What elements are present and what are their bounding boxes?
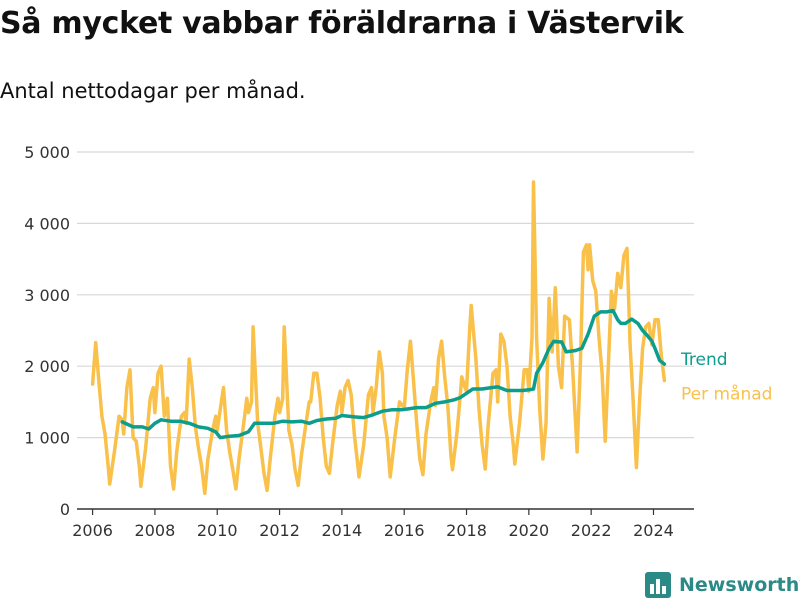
- series-line-trend: [120, 308, 667, 440]
- x-tick-label: 2018: [446, 521, 487, 540]
- y-tick-label: 3 000: [24, 286, 70, 305]
- y-tick-label: 4 000: [24, 214, 70, 233]
- subtitle: Antal nettodagar per månad.: [0, 79, 306, 103]
- legend-label-trend: Trend: [680, 350, 728, 370]
- x-tick-label: 2024: [633, 521, 674, 540]
- x-tick-label: 2012: [259, 521, 300, 540]
- x-tick-label: 2008: [135, 521, 176, 540]
- x-ticks: [91, 509, 655, 515]
- brand-logo: Newsworthy: [645, 570, 800, 600]
- y-tick-label: 0: [60, 500, 70, 519]
- x-tick-label: 2010: [197, 521, 238, 540]
- series-line-per-manad: [90, 180, 667, 496]
- legend-label-per-manad: Per månad: [681, 383, 772, 404]
- legend: Per månad Trend: [680, 350, 772, 404]
- y-tick-label: 2 000: [24, 357, 70, 376]
- x-tick-label: 2022: [571, 521, 612, 540]
- page-title: Så mycket vabbar föräldrarna i Västervik: [0, 6, 684, 41]
- y-tick-labels: 0 1 000 2 000 3 000 4 000 5 000: [24, 143, 70, 519]
- x-tick-label: 2006: [72, 521, 113, 540]
- x-tick-label: 2016: [384, 521, 425, 540]
- y-tick-label: 1 000: [24, 429, 70, 448]
- x-tick-labels: 2006 2008 2010 2012 2014 2016 2018 2020 2022 2024: [72, 521, 674, 540]
- series-lines: [90, 180, 667, 496]
- brand-name: Newsworthy: [679, 574, 800, 596]
- x-tick-label: 2014: [322, 521, 363, 540]
- bar-chart-logo-icon: [645, 572, 671, 598]
- x-tick-label: 2020: [508, 521, 549, 540]
- y-tick-label: 5 000: [24, 143, 70, 162]
